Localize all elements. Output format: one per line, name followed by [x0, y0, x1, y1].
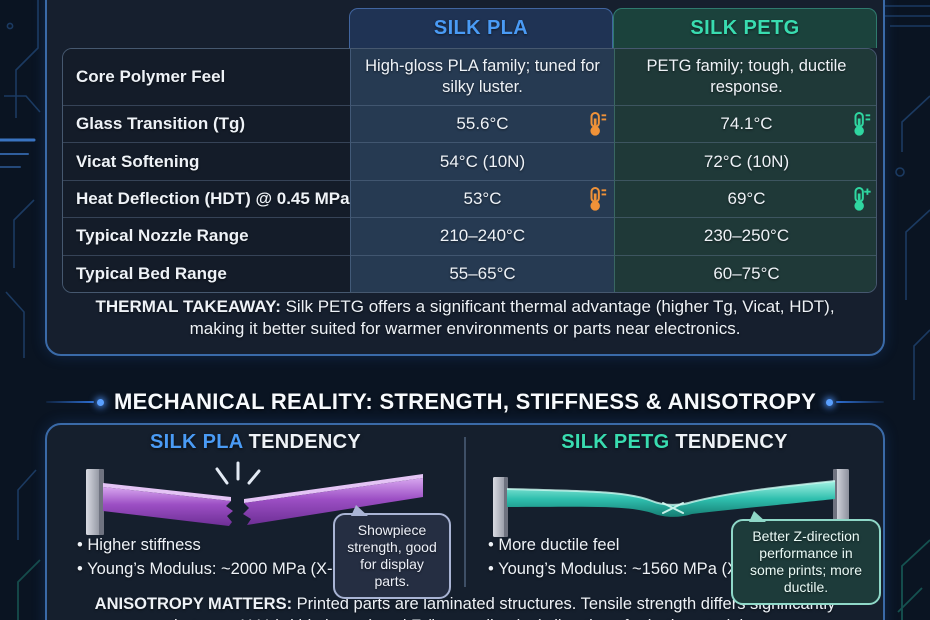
petg-brand-text: SILK PETG	[561, 431, 670, 453]
petg-value-text: 60–75°C	[713, 263, 780, 283]
thermometer-plus-icon	[854, 186, 871, 211]
anisotropy-prefix: ANISOTROPY MATTERS:	[94, 595, 293, 613]
thermal-panel: SILK PLA SILK PETG Core Polymer Feel Hig…	[45, 0, 885, 356]
row-label: Vicat Softening	[63, 142, 350, 180]
panel-divider	[464, 437, 466, 587]
header-spacer	[62, 8, 349, 48]
petg-bullet-text: Young’s Modulus: ~1560 MPa (X-Y)	[498, 560, 760, 578]
petg-bullet: More ductile feel	[488, 533, 760, 557]
petg-value-text: PETG family; tough, ductile response.	[646, 57, 847, 96]
pla-value-text: 55.6°C	[456, 114, 509, 134]
petg-neck-illustration	[493, 469, 849, 537]
thermal-takeaway: THERMAL TAKEAWAY: Silk PETG offers a sig…	[71, 296, 859, 340]
pla-value-text: High-gloss PLA family; tuned for silky l…	[365, 57, 600, 96]
petg-value-text: 230–250°C	[703, 226, 790, 246]
pla-tendency-title: SILK PLA TENDENCY	[47, 431, 464, 454]
petg-value: 72°C (10N)	[614, 142, 876, 180]
column-header-silk-petg: SILK PETG	[613, 8, 877, 48]
anisotropy-line1: Printed parts are laminated structures. …	[292, 595, 836, 613]
petg-bullet-list: More ductile feel Young’s Modulus: ~1560…	[488, 533, 760, 581]
pla-bullet-list: Higher stiffness Young’s Modulus: ~2000 …	[77, 533, 349, 581]
petg-tendency-block: SILK PETG TENDENCY	[466, 425, 883, 590]
pla-value: 55.6°C	[350, 105, 614, 143]
pla-value: 210–240°C	[350, 217, 614, 255]
pla-value-text: 54°C (10N)	[439, 151, 526, 171]
row-label: Typical Bed Range	[63, 254, 350, 292]
pla-value: High-gloss PLA family; tuned for silky l…	[350, 49, 614, 105]
pla-bullet: Higher stiffness	[77, 533, 349, 557]
anisotropy-note: ANISOTROPY MATTERS: Printed parts are la…	[63, 593, 867, 620]
pla-callout-text: Showpiece strength, good for display par…	[347, 522, 437, 589]
pla-title-rest: TENDENCY	[242, 431, 362, 453]
petg-value: 74.1°C	[614, 105, 876, 143]
pla-bullet: Young’s Modulus: ~2000 MPa (X-Y)	[77, 557, 349, 581]
pla-brand-text: SILK PLA	[149, 431, 243, 453]
pla-value-text: 210–240°C	[439, 226, 526, 246]
anisotropy-line2: between X-Y (within layers) and Z (layer…	[174, 617, 756, 620]
pla-value: 53°C	[350, 179, 614, 218]
thermal-takeaway-text: Silk PETG offers a significant thermal a…	[189, 297, 835, 338]
callout-tail	[351, 505, 368, 516]
petg-value: 60–75°C	[614, 254, 876, 292]
thermometer-icon	[854, 112, 871, 136]
pla-value-text: 55–65°C	[449, 263, 516, 283]
row-label: Core Polymer Feel	[63, 49, 350, 105]
row-label: Heat Deflection (HDT) @ 0.45 MPa	[63, 179, 350, 218]
section-title: MECHANICAL REALITY: STRENGTH, STIFFNESS …	[113, 389, 817, 414]
thermometer-icon	[590, 186, 607, 211]
petg-value: PETG family; tough, ductile response.	[614, 49, 876, 105]
mechanical-panel: SILK PLA TENDENCY	[45, 423, 885, 620]
petg-value: 69°C	[614, 179, 876, 218]
title-decoration-right	[826, 398, 885, 406]
petg-value-text: 74.1°C	[720, 114, 773, 134]
pla-callout: Showpiece strength, good for display par…	[333, 505, 451, 599]
pla-value: 55–65°C	[350, 254, 614, 292]
petg-callout-text: Better Z-direction performance in some p…	[749, 528, 863, 595]
column-header-silk-pla: SILK PLA	[349, 8, 613, 48]
pla-value: 54°C (10N)	[350, 142, 614, 180]
petg-bullet-text: More ductile feel	[498, 536, 620, 554]
comparison-table-header: SILK PLA SILK PETG	[62, 8, 877, 48]
row-label: Glass Transition (Tg)	[63, 105, 350, 143]
callout-tail	[749, 511, 766, 522]
petg-bullet: Young’s Modulus: ~1560 MPa (X-Y)	[488, 557, 760, 581]
thermometer-icon	[590, 112, 607, 136]
petg-value: 230–250°C	[614, 217, 876, 255]
title-decoration-left	[45, 398, 104, 406]
petg-value-text: 69°C	[727, 188, 766, 208]
pla-break-illustration	[86, 461, 423, 535]
pla-bullet-text: Higher stiffness	[87, 536, 201, 554]
petg-title-rest: TENDENCY	[669, 431, 788, 453]
pla-value-text: 53°C	[463, 188, 502, 208]
petg-tendency-title: SILK PETG TENDENCY	[466, 431, 883, 454]
petg-callout: Better Z-direction performance in some p…	[731, 511, 881, 605]
pla-bullet-text: Young’s Modulus: ~2000 MPa (X-Y)	[87, 560, 349, 578]
thermal-takeaway-prefix: THERMAL TAKEAWAY:	[95, 297, 281, 316]
row-label: Typical Nozzle Range	[63, 217, 350, 255]
petg-value-text: 72°C (10N)	[703, 151, 790, 171]
pla-tendency-block: SILK PLA TENDENCY	[47, 425, 464, 590]
section-title-row: MECHANICAL REALITY: STRENGTH, STIFFNESS …	[0, 386, 930, 418]
comparison-table: Core Polymer Feel High-gloss PLA family;…	[62, 48, 877, 293]
